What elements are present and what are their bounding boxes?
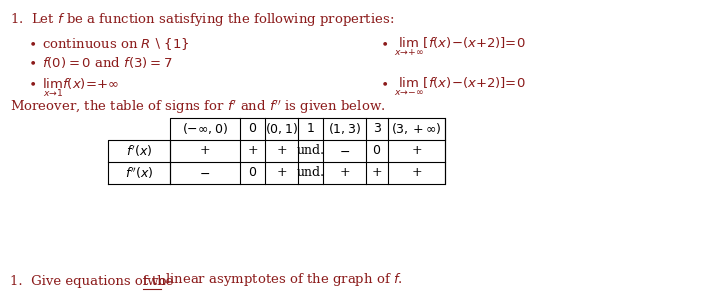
Text: $(3,+\infty)$: $(3,+\infty)$ <box>391 121 442 136</box>
Text: $\lim_{x\to +\infty} [f(x) - (x + 2)] = 0$: $\lim_{x\to +\infty} [f(x) - (x + 2)] = … <box>394 36 526 58</box>
Text: $\bullet$: $\bullet$ <box>380 36 388 49</box>
Text: +: + <box>276 166 287 180</box>
Text: linear asymptotes of the graph of $f$.: linear asymptotes of the graph of $f$. <box>160 271 403 288</box>
Text: +: + <box>411 166 422 180</box>
Text: Moreover, the table of signs for $f'$ and $f''$ is given below.: Moreover, the table of signs for $f'$ an… <box>10 99 385 117</box>
Text: +: + <box>339 166 350 180</box>
Text: two: two <box>143 275 167 288</box>
Text: $(1,3)$: $(1,3)$ <box>328 121 361 136</box>
Text: +: + <box>411 144 422 158</box>
Text: $f(0) = 0$ and $f(3) = 7$: $f(0) = 0$ and $f(3) = 7$ <box>42 55 172 70</box>
Text: $f''(x)$: $f''(x)$ <box>124 165 153 181</box>
Text: $0$: $0$ <box>373 144 382 158</box>
Text: $0$: $0$ <box>248 166 257 180</box>
Text: +: + <box>200 144 210 158</box>
Text: continuous on $R\setminus\{1\}$: continuous on $R\setminus\{1\}$ <box>42 36 189 52</box>
Text: $-$: $-$ <box>339 144 350 158</box>
Text: 1.  Let $f$ be a function satisfying the following properties:: 1. Let $f$ be a function satisfying the … <box>10 11 394 28</box>
Text: und.: und. <box>297 144 325 158</box>
Text: 1.  Give equations of the: 1. Give equations of the <box>10 275 178 288</box>
Text: $\bullet$: $\bullet$ <box>28 36 36 49</box>
Text: $-$: $-$ <box>200 166 211 180</box>
Text: +: + <box>372 166 382 180</box>
Text: $\lim_{x\to -\infty} [f(x) - (x + 2)] = 0$: $\lim_{x\to -\infty} [f(x) - (x + 2)] = … <box>394 76 526 98</box>
Text: $\bullet$: $\bullet$ <box>380 76 388 89</box>
Text: $\lim_{x\to 1} f(x) = +\infty$: $\lim_{x\to 1} f(x) = +\infty$ <box>42 76 119 99</box>
Text: $\bullet$: $\bullet$ <box>28 55 36 68</box>
Text: und.: und. <box>297 166 325 180</box>
Text: +: + <box>276 144 287 158</box>
Text: $(-\infty,0)$: $(-\infty,0)$ <box>182 121 228 136</box>
Text: $\bullet$: $\bullet$ <box>28 76 36 89</box>
Text: $0$: $0$ <box>248 122 257 136</box>
Text: $1$: $1$ <box>306 122 315 136</box>
Text: +: + <box>247 144 258 158</box>
Text: $(0,1)$: $(0,1)$ <box>265 121 298 136</box>
Text: $3$: $3$ <box>373 122 382 136</box>
Text: $f'(x)$: $f'(x)$ <box>126 143 152 159</box>
